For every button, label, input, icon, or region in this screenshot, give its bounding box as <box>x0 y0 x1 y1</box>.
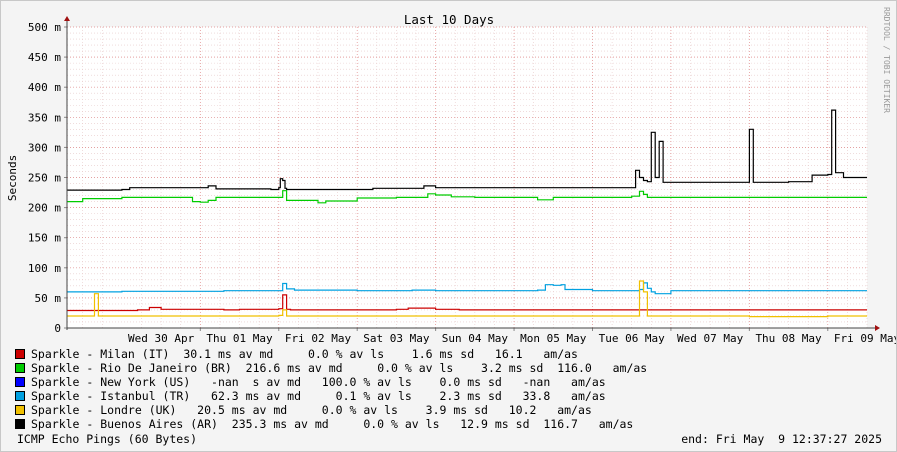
y-axis-label: Seconds <box>6 155 19 201</box>
legend-item: Sparkle - Rio De Janeiro (BR) 216.6 ms a… <box>15 361 647 375</box>
y-tick-label: 0 <box>54 322 61 335</box>
x-tick-label: Wed 30 Apr <box>128 332 195 345</box>
legend-label: Sparkle - Rio De Janeiro (BR) <box>31 361 232 375</box>
legend-label: Sparkle - Londre (UK) <box>31 403 177 417</box>
legend-stats: 216.6 ms av md 0.0 % av ls 3.2 ms sd 116… <box>231 361 648 375</box>
x-tick-label: Wed 07 May <box>677 332 744 345</box>
legend-swatch <box>15 363 25 373</box>
legend-stats: 62.3 ms av md 0.1 % av ls 2.3 ms sd 33.8… <box>190 389 606 403</box>
legend-item: Sparkle - Milan (IT) 30.1 ms av md 0.0 %… <box>15 347 647 361</box>
y-axis-arrow <box>64 16 70 21</box>
x-tick-label: Fri 09 May <box>834 332 896 345</box>
legend-label: Sparkle - Milan (IT) <box>31 347 170 361</box>
legend-item: Sparkle - Istanbul (TR) 62.3 ms av md 0.… <box>15 389 647 403</box>
legend-item: Sparkle - Buenos Aires (AR) 235.3 ms av … <box>15 417 647 431</box>
legend: Sparkle - Milan (IT) 30.1 ms av md 0.0 %… <box>15 347 647 431</box>
legend-stats: 30.1 ms av md 0.0 % av ls 1.6 ms sd 16.1… <box>169 347 578 361</box>
legend-stats: 20.5 ms av md 0.0 % av ls 3.9 ms sd 10.2… <box>176 403 592 417</box>
y-tick-label: 250 m <box>28 172 61 185</box>
x-axis-arrow <box>875 325 880 331</box>
x-tick-label: Thu 08 May <box>755 332 822 345</box>
series-line <box>67 190 867 204</box>
x-tick-label: Thu 01 May <box>206 332 273 345</box>
series-line <box>67 282 867 295</box>
legend-stats: 235.3 ms av md 0.0 % av ls 12.9 ms sd 11… <box>217 417 634 431</box>
footer-description: ICMP Echo Pings (60 Bytes) <box>17 432 198 446</box>
legend-label: Sparkle - Buenos Aires (AR) <box>31 417 218 431</box>
series-line <box>67 294 867 312</box>
legend-item: Sparkle - New York (US) -nan s av md 100… <box>15 375 647 389</box>
chart-title: Last 10 Days <box>404 12 494 27</box>
y-tick-label: 450 m <box>28 51 61 64</box>
legend-label: Sparkle - Istanbul (TR) <box>31 389 191 403</box>
footer-end-time: end: Fri May 9 12:37:27 2025 <box>681 432 882 446</box>
legend-swatch <box>15 349 25 359</box>
x-tick-label: Fri 02 May <box>285 332 352 345</box>
y-tick-label: 500 m <box>28 21 61 34</box>
legend-swatch <box>15 419 25 429</box>
watermark: RRDTOOL / TOBI OETIKER <box>882 7 891 113</box>
series-line <box>67 280 867 318</box>
x-tick-label: Sun 04 May <box>442 332 509 345</box>
y-tick-label: 400 m <box>28 81 61 94</box>
legend-item: Sparkle - Londre (UK) 20.5 ms av md 0.0 … <box>15 403 647 417</box>
series-line <box>67 109 867 191</box>
legend-stats: -nan s av md 100.0 % av ls 0.0 ms sd -na… <box>190 375 606 389</box>
legend-swatch <box>15 377 25 387</box>
y-tick-label: 50 m <box>35 292 62 305</box>
x-tick-label: Sat 03 May <box>363 332 430 345</box>
legend-label: Sparkle - New York (US) <box>31 375 191 389</box>
legend-swatch <box>15 405 25 415</box>
legend-swatch <box>15 391 25 401</box>
y-tick-label: 200 m <box>28 202 61 215</box>
y-tick-label: 300 m <box>28 141 61 154</box>
y-tick-label: 150 m <box>28 232 61 245</box>
x-tick-label: Mon 05 May <box>520 332 587 345</box>
y-tick-label: 100 m <box>28 262 61 275</box>
x-tick-label: Tue 06 May <box>599 332 666 345</box>
y-tick-label: 350 m <box>28 111 61 124</box>
